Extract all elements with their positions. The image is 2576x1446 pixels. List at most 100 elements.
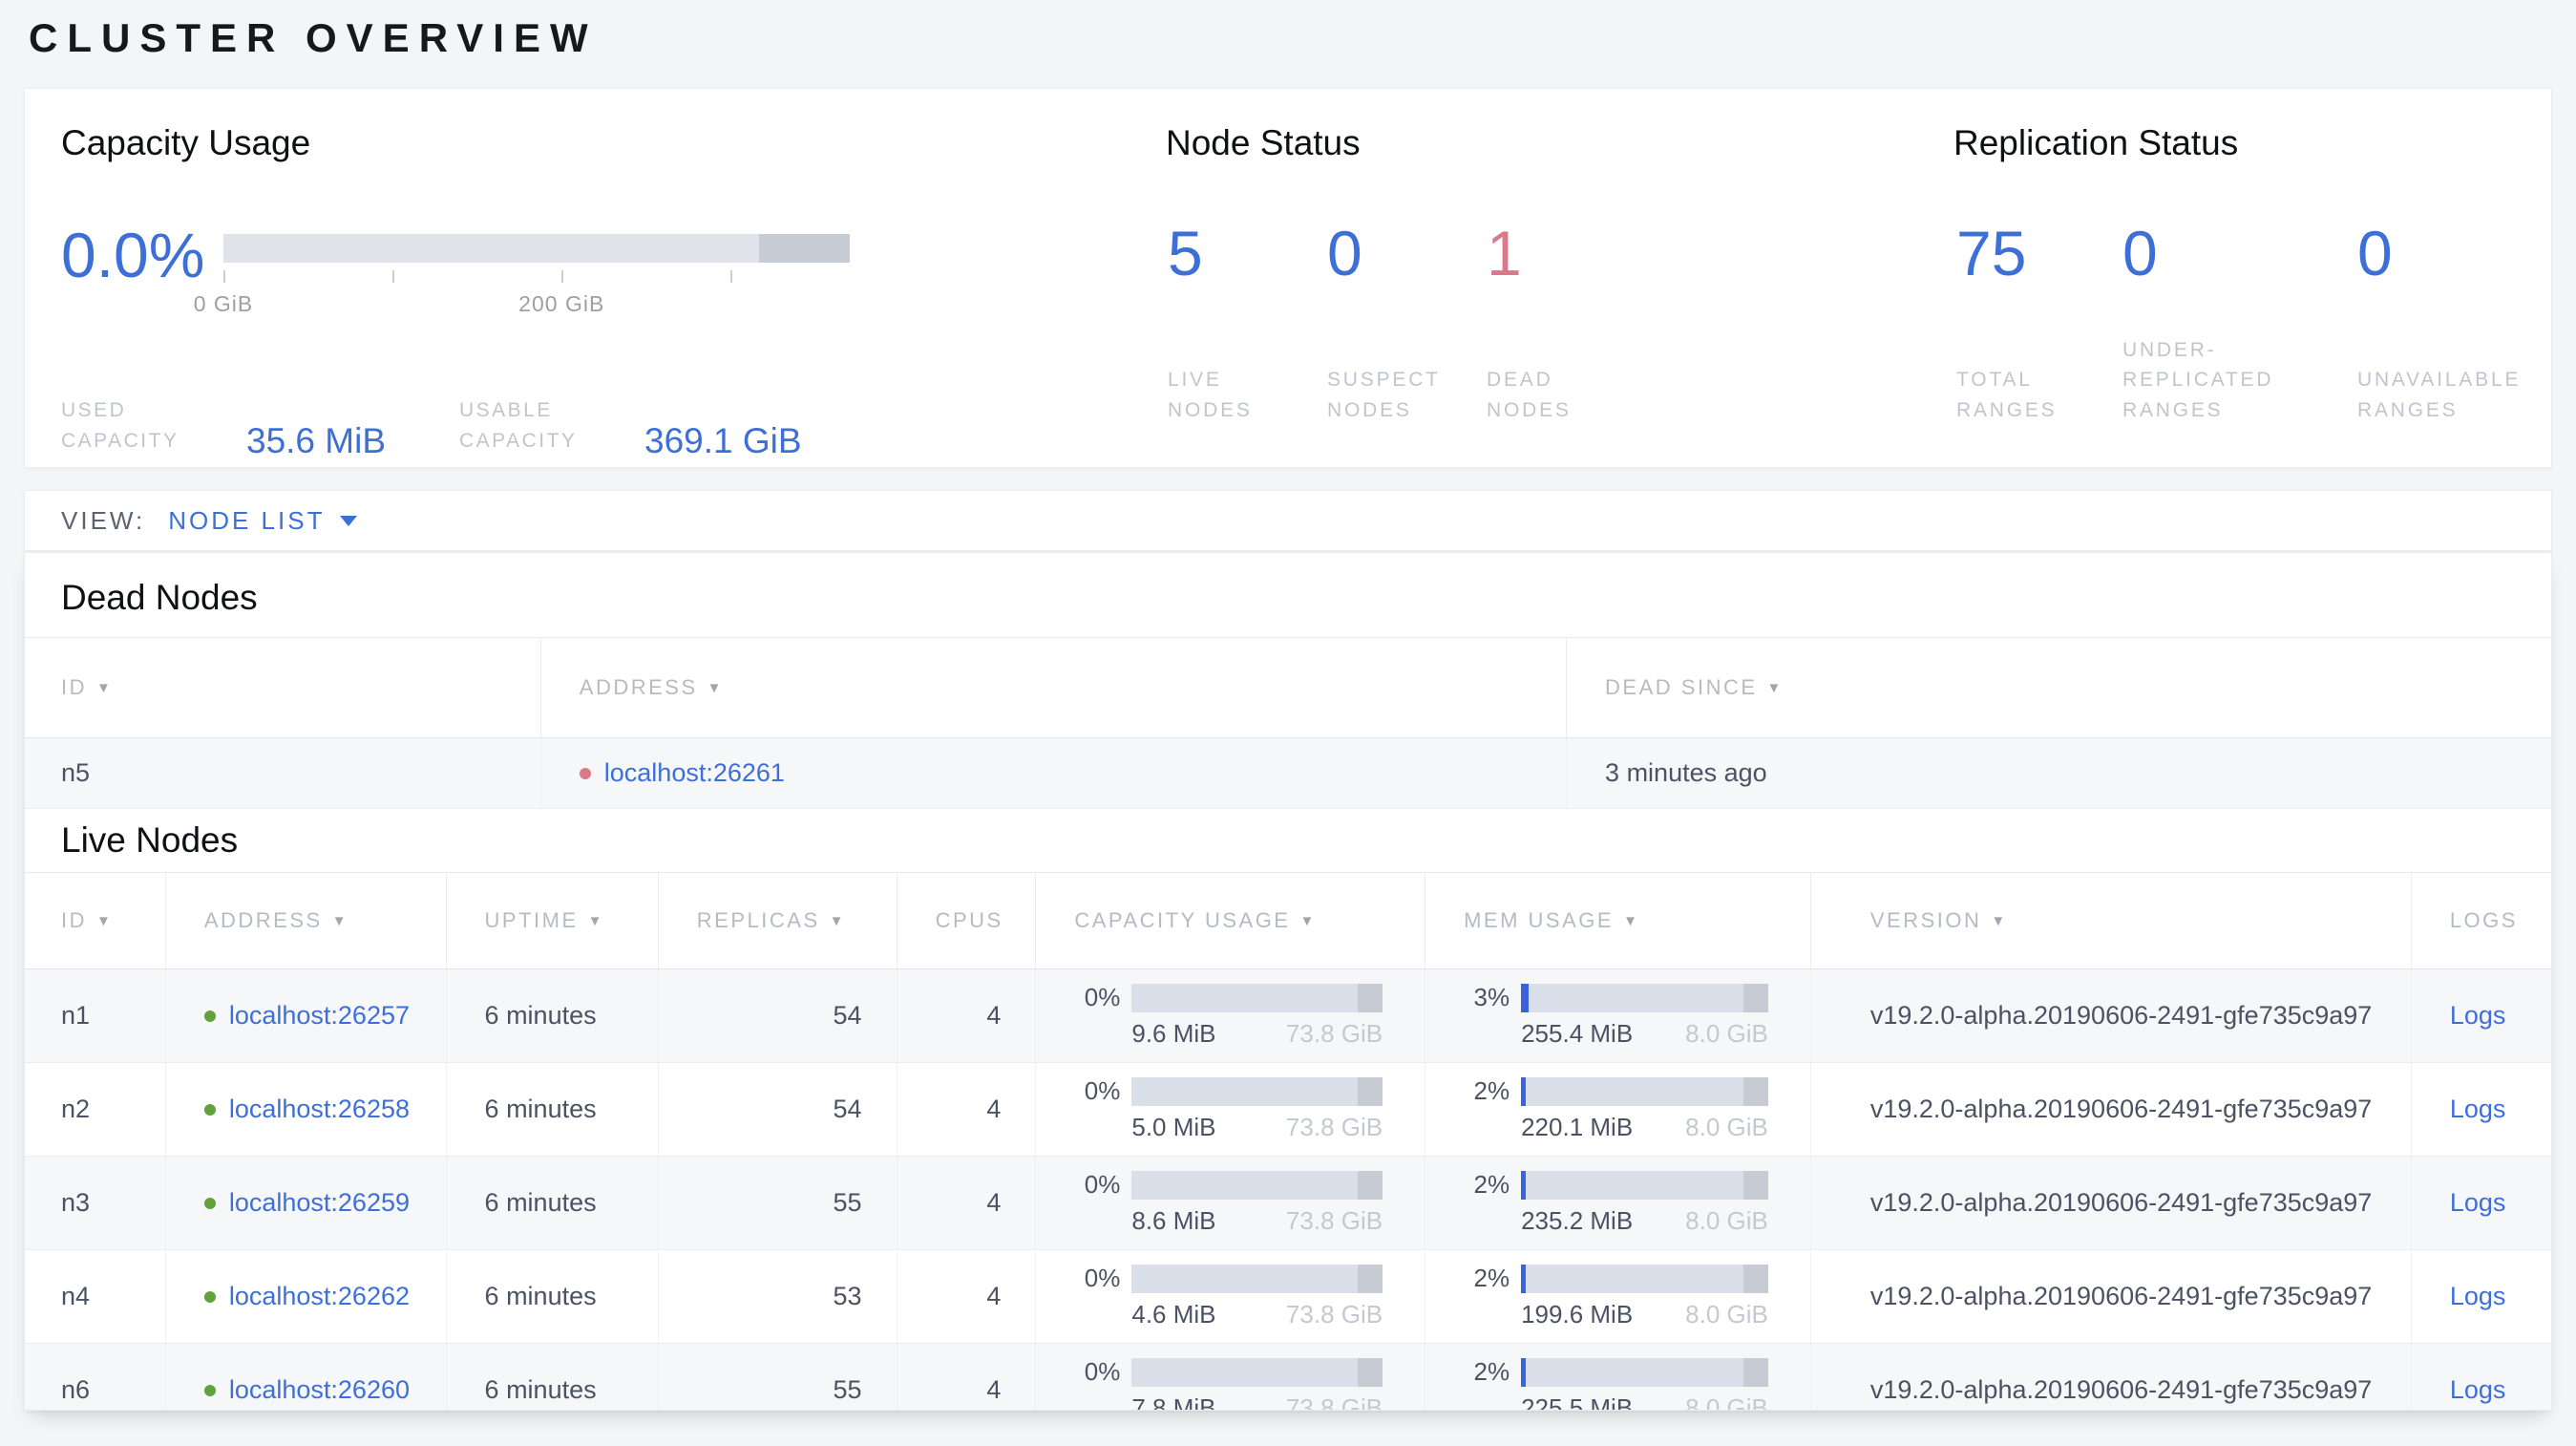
mem-usage-fill [1521,1357,1527,1387]
version-cell: v19.2.0-alpha.20190606-2491-gfe735c9a97 [1809,969,2411,1062]
logs-link[interactable]: Logs [2449,1095,2506,1123]
column-header-replicas[interactable]: REPLICAS ▼ [657,873,897,968]
capacity-usage-end-segment [1357,1076,1383,1106]
live-header-label: UPTIME [484,908,579,932]
capacity-usage-values: 5.0 MiB 73.8 GiB [1131,1113,1383,1142]
column-header-id[interactable]: ID ▼ [25,873,165,968]
node-address-cell: localhost:26257 [164,969,446,1062]
mem-usage-bar: 2% [1452,1170,1768,1200]
node-address-link[interactable]: localhost:26260 [228,1375,410,1404]
logs-link[interactable]: Logs [2449,1001,2506,1030]
column-header-id[interactable]: ID ▼ [25,638,540,737]
sort-descending-icon: ▼ [96,679,114,696]
mem-usage-bar: 2% [1452,1076,1768,1106]
table-row: n5 localhost:26261 3 minutes ago [25,738,2551,809]
mem-usage-values: 225.5 MiB 8.0 GiB [1521,1393,1768,1411]
capacity-usage-end-segment [1357,983,1383,1012]
live-status-dot [203,1290,216,1303]
live-nodes-header-row: ID ▼ ADDRESS ▼ UPTIME ▼ REPLICAS ▼ CPUS CAPACITY … [25,872,2551,969]
node-address-link[interactable]: localhost:26258 [228,1095,410,1123]
capacity-usage-percent: 0% [1084,1264,1121,1292]
node-id-cell: n6 [61,1375,91,1404]
mem-usage-track [1521,983,1768,1012]
table-row: n4 localhost:26262 6 minutes 53 4 0% 4.6 MiB 73… [25,1250,2551,1344]
mem-usage-bar: 3% [1452,983,1768,1012]
capacity-usage-values: 9.6 MiB 73.8 GiB [1131,1019,1383,1049]
stat-label-live-nodes: LIVE NODES [1168,369,1253,421]
mem-usage-total-value: 8.0 GiB [1685,1393,1768,1411]
capacity-usage-bar: 0% [1063,1357,1383,1387]
live-status-dot [203,1384,216,1396]
capacity-usage-end-segment [1357,1264,1383,1293]
capacity-usage: 0% 9.6 MiB 73.8 GiB [1035,969,1425,1062]
logs-link[interactable]: Logs [2449,1188,2506,1217]
capacity-usage-track [1131,1076,1383,1106]
column-header-dead-since[interactable]: DEAD SINCE ▼ [1566,638,2551,737]
stat-value-dead-nodes: 1 [1487,218,1522,288]
mem-usage: 2% 225.5 MiB 8.0 GiB [1425,1344,1810,1411]
capacity-usage-percent: 0% [1084,1076,1121,1105]
capacity-usage-used-value: 5.0 MiB [1131,1113,1216,1141]
logs-link[interactable]: Logs [2449,1282,2506,1310]
dead-nodes-body: n5 localhost:26261 3 minutes ago [25,738,2551,809]
mem-usage-percent: 2% [1473,1357,1510,1386]
stat-label-usable-capacity: USABLE CAPACITY [459,398,578,453]
mem-usage-percent: 2% [1473,1264,1510,1292]
mem-usage-end-segment [1742,1170,1768,1200]
stat-value-usable-capacity: 369.1 GiB [644,421,802,460]
dead-nodes-title: Dead Nodes [61,578,258,617]
stat-label-unavailable-ranges: UNAVAILABLE RANGES [2357,369,2522,421]
mem-usage-total-value: 8.0 GiB [1685,1300,1768,1329]
mem-usage-bar: 2% [1452,1264,1768,1293]
node-address-link[interactable]: localhost:26261 [603,758,785,787]
capacity-usage-total-value: 73.8 GiB [1285,1019,1383,1048]
chevron-down-icon [340,515,358,526]
capacity-usage-percent: 0.0% [61,220,205,290]
capacity-gauge-end-segment [758,234,850,263]
node-address-cell: localhost:26259 [164,1157,446,1249]
mem-usage: 2% 235.2 MiB 8.0 GiB [1425,1157,1810,1249]
mem-usage-bar: 2% [1452,1357,1768,1387]
node-id-cell: n3 [61,1188,91,1217]
mem-usage-used-value: 235.2 MiB [1521,1206,1634,1235]
axis-tick-label: 0 GiB [193,291,254,316]
column-header-capacity-usage[interactable]: CAPACITY USAGE ▼ [1035,873,1425,968]
column-header-logs: LOGS [2410,873,2551,968]
column-header-address[interactable]: ADDRESS ▼ [164,873,446,968]
view-selector[interactable]: NODE LIST [168,506,358,536]
uptime-cell: 6 minutes [445,1250,658,1343]
version-cell: v19.2.0-alpha.20190606-2491-gfe735c9a97 [1809,1250,2411,1343]
mem-usage-total-value: 8.0 GiB [1685,1206,1768,1235]
cluster-summary-card: Capacity Usage 0.0% 0 GiB 200 GiB USED CA… [24,88,2552,468]
sort-descending-icon: ▼ [587,912,605,929]
uptime-cell: 6 minutes [445,969,658,1062]
mem-usage-end-segment [1742,983,1768,1012]
capacity-usage-end-segment [1357,1170,1383,1200]
node-address-link[interactable]: localhost:26257 [228,1001,410,1030]
capacity-usage-used-value: 7.8 MiB [1131,1393,1216,1411]
column-header-address[interactable]: ADDRESS ▼ [539,638,1566,737]
live-header-label: CPUS [935,908,1003,932]
table-row: n2 localhost:26258 6 minutes 54 4 0% 5.0 MiB 73… [25,1063,2551,1157]
column-header-mem-usage[interactable]: MEM USAGE ▼ [1425,873,1810,968]
mem-usage-values: 255.4 MiB 8.0 GiB [1521,1019,1768,1049]
live-header-label: LOGS [2449,908,2518,932]
node-address-link[interactable]: localhost:26262 [228,1282,410,1310]
capacity-usage-track [1131,1357,1383,1387]
dead-status-dot [579,767,591,779]
column-header-uptime[interactable]: UPTIME ▼ [445,873,658,968]
live-header-label: MEM USAGE [1464,908,1615,932]
logs-cell: Logs [2410,1063,2551,1156]
mem-usage-used-value: 255.4 MiB [1521,1019,1634,1048]
mem-usage-percent: 2% [1473,1076,1510,1105]
capacity-usage-percent: 0% [1084,1357,1121,1386]
mem-usage-track [1521,1357,1768,1387]
dead-since-cell: 3 minutes ago [1566,738,2551,808]
logs-cell: Logs [2410,1344,2551,1410]
node-address-link[interactable]: localhost:26259 [228,1188,410,1217]
stat-usable-capacity: USABLE CAPACITY 369.1 GiB [459,395,802,460]
logs-link[interactable]: Logs [2449,1375,2506,1404]
axis-tick [223,270,225,283]
capacity-usage-values: 4.6 MiB 73.8 GiB [1131,1300,1383,1329]
column-header-version[interactable]: VERSION ▼ [1809,873,2411,968]
